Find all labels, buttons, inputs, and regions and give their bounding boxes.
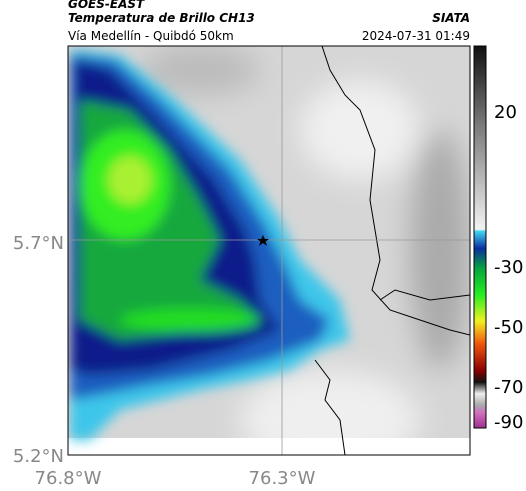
satellite-image <box>68 46 470 455</box>
location-marker <box>257 235 269 246</box>
colorbar-tick: -50 <box>494 317 523 338</box>
lon-label: 76.3°W <box>249 468 316 489</box>
colorbar-tick: -70 <box>494 377 523 398</box>
title: Temperatura de Brillo CH13 <box>68 11 255 25</box>
colorbar-tick: -90 <box>494 412 523 433</box>
agency: SIATA <box>432 11 470 25</box>
lat-label: 5.2°N <box>13 446 64 467</box>
colorbar-tick: -30 <box>494 257 523 278</box>
lon-label: 76.8°W <box>35 468 102 489</box>
map-frame <box>67 45 471 456</box>
source: GOES-EAST <box>68 0 145 11</box>
lat-label: 5.7°N <box>13 233 64 254</box>
location: Vía Medellín - Quibdó 50km <box>68 29 234 43</box>
colorbar <box>473 45 487 429</box>
colorbar-tick: 20 <box>494 102 517 123</box>
timestamp: 2024-07-31 01:49 <box>362 29 470 43</box>
